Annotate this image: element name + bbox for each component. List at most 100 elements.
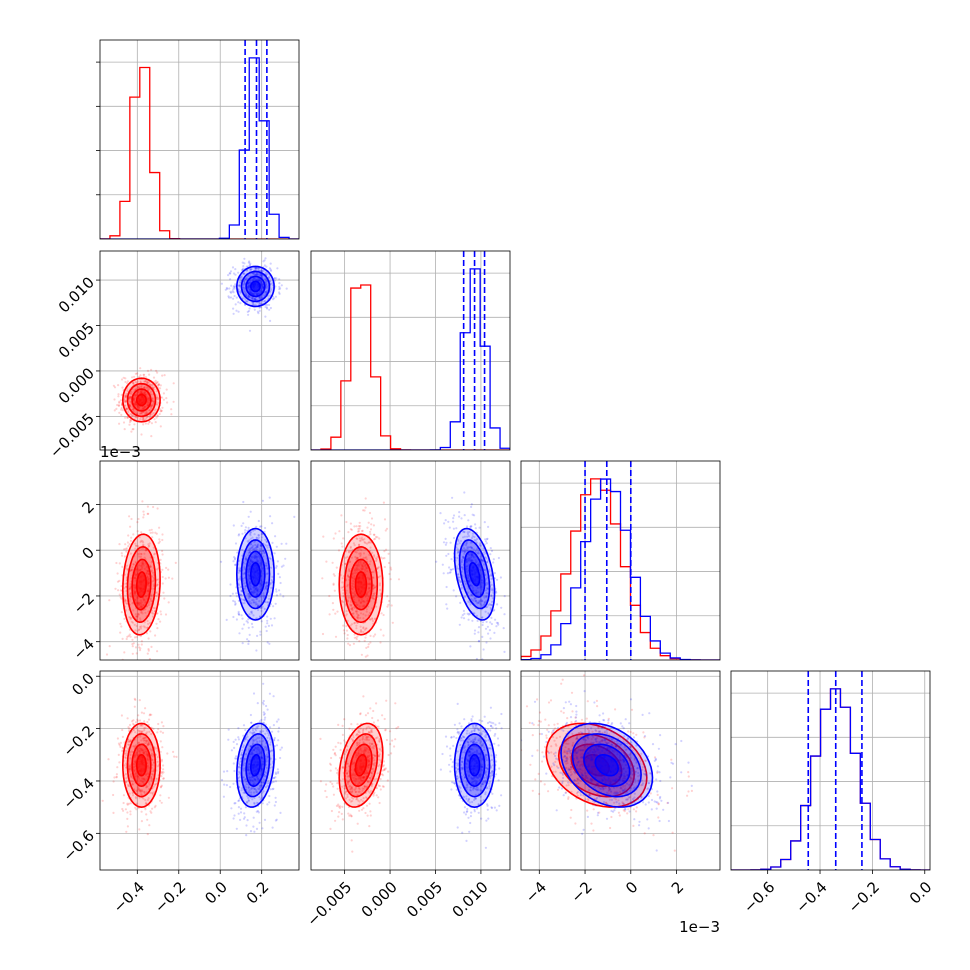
sample-point — [153, 418, 156, 421]
sample-point — [153, 409, 156, 412]
sample-point — [459, 601, 462, 605]
sample-point — [372, 597, 375, 601]
sample-point — [149, 630, 152, 633]
sample-point — [365, 567, 368, 570]
sample-point — [277, 718, 280, 721]
sample-point — [478, 640, 481, 643]
sample-point — [144, 595, 147, 598]
sample-point — [449, 571, 452, 574]
sample-point — [337, 549, 341, 552]
sample-point — [134, 584, 137, 587]
sample-point — [146, 652, 149, 655]
sample-point — [134, 590, 137, 593]
sample-point — [466, 576, 469, 579]
sample-point — [470, 559, 473, 562]
sample-point — [372, 524, 375, 527]
sample-point — [264, 526, 267, 530]
sample-point — [124, 380, 127, 384]
sample-point — [134, 416, 137, 419]
sample-point — [147, 649, 150, 652]
sample-point — [145, 773, 148, 776]
sample-point — [364, 627, 367, 630]
sample-point — [121, 735, 124, 739]
sample-point — [232, 599, 235, 603]
sample-point — [147, 543, 150, 546]
sample-point — [444, 519, 447, 522]
sample-point — [389, 566, 392, 569]
contour-line — [131, 388, 152, 412]
sample-point — [379, 588, 382, 592]
sample-point — [142, 416, 145, 419]
sample-point — [152, 386, 155, 389]
sample-point — [259, 630, 262, 633]
sample-point — [257, 555, 260, 558]
sample-point — [97, 393, 99, 395]
sample-point — [137, 603, 140, 606]
sample-point — [251, 561, 254, 564]
sample-point — [267, 624, 270, 628]
sample-point — [101, 799, 104, 802]
sample-point — [128, 515, 131, 518]
sample-point — [266, 619, 269, 622]
sample-point — [156, 583, 159, 586]
sample-point — [491, 597, 494, 600]
sample-point — [321, 632, 325, 636]
sample-point — [250, 297, 254, 300]
sample-point — [252, 825, 255, 828]
sample-point — [466, 546, 469, 549]
sample-point — [129, 404, 132, 407]
sample-point — [146, 512, 149, 516]
sample-point — [361, 605, 364, 608]
sample-point — [257, 534, 260, 537]
sample-point — [258, 562, 261, 565]
sample-point — [117, 589, 120, 592]
sample-point — [147, 403, 150, 406]
sample-point — [388, 599, 391, 603]
sample-point — [457, 540, 460, 543]
sample-point — [134, 394, 137, 397]
sample-point — [252, 272, 255, 275]
sample-point — [151, 580, 154, 583]
sample-point — [269, 788, 272, 791]
sample-point — [485, 595, 488, 598]
sample-point — [139, 599, 142, 602]
sample-point — [117, 393, 120, 396]
sample-point — [255, 536, 258, 539]
sample-point — [269, 319, 272, 322]
sample-point — [245, 265, 248, 268]
sample-point — [153, 552, 157, 555]
sample-point — [265, 287, 268, 290]
sample-point — [264, 291, 267, 294]
sample-point — [140, 810, 143, 813]
sample-point — [357, 527, 360, 531]
sample-point — [495, 625, 498, 628]
sample-point — [277, 730, 280, 733]
sample-point — [355, 603, 358, 607]
sample-point — [116, 737, 119, 740]
sample-point — [475, 541, 478, 544]
sample-point — [265, 282, 268, 285]
sample-point — [271, 575, 274, 579]
sample-point — [255, 266, 258, 270]
sample-point — [446, 607, 449, 610]
sample-point — [139, 789, 142, 792]
sample-point — [481, 635, 484, 639]
sample-point — [285, 287, 288, 290]
sample-point — [481, 658, 484, 660]
sample-point — [158, 526, 161, 529]
sample-point — [368, 586, 371, 590]
sample-point — [126, 803, 129, 806]
sample-point — [471, 535, 474, 538]
sample-point — [353, 621, 357, 624]
sample-point — [264, 305, 267, 309]
sample-point — [226, 287, 229, 290]
sample-point — [357, 598, 361, 601]
sample-point — [253, 277, 256, 280]
sample-point — [124, 377, 127, 380]
sample-point — [136, 602, 139, 605]
sample-point — [157, 384, 160, 387]
sample-point — [105, 653, 109, 656]
sample-point — [252, 301, 255, 304]
sample-point — [263, 530, 266, 533]
